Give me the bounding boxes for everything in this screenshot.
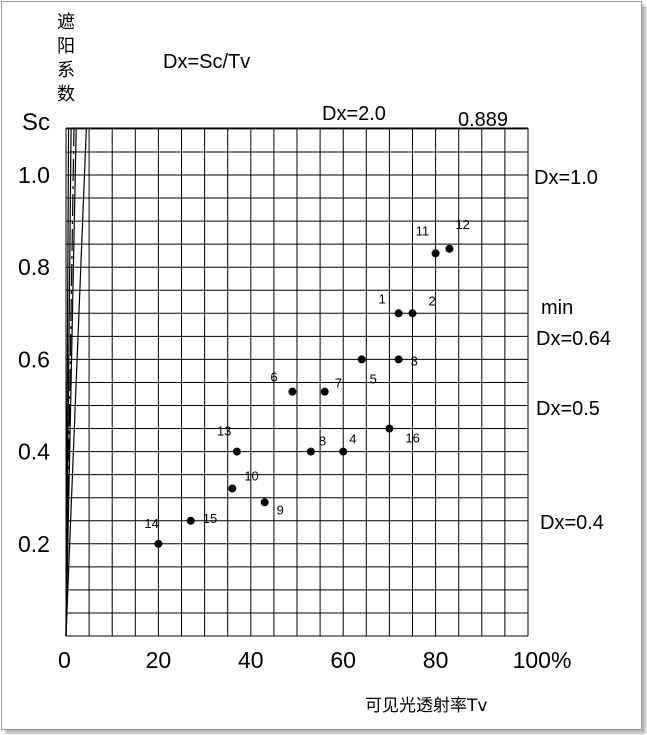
- ratio-lines: Dx=2.0 Dx=1.0 Dx=0.64 Dx=0.5 Dx=0.4: [65, 103, 611, 637]
- y-tick-label: 0.4: [18, 439, 50, 465]
- data-point-label: 3: [411, 353, 418, 368]
- y-axis-label: Sc: [22, 109, 50, 136]
- x-tick-label: 100%: [513, 647, 572, 673]
- data-point-label: 16: [405, 431, 419, 446]
- data-point-label: 10: [244, 468, 258, 483]
- data-point: [288, 387, 297, 396]
- x-tick-label: 20: [146, 647, 172, 673]
- data-point: [408, 309, 417, 318]
- y-axis-label-cn-3: 系: [57, 60, 75, 81]
- data-point-label: 5: [370, 371, 377, 386]
- ratio-line-label: Dx=2.0: [322, 103, 386, 125]
- data-point-label: 1: [379, 291, 386, 306]
- data-point-label: 4: [349, 432, 356, 447]
- x-tick-label: 0: [58, 647, 71, 673]
- data-point: [306, 447, 315, 456]
- data-point-label: 12: [455, 217, 469, 232]
- data-point: [394, 309, 403, 318]
- data-point-label: 9: [277, 502, 284, 517]
- data-point-label: 7: [335, 376, 342, 391]
- tick-labels: 0 20 40 60 80 100% 0.2 0.4 0.6 0.8 1.0: [18, 162, 571, 673]
- x-tick-label: 40: [238, 647, 264, 673]
- min-label: min: [541, 297, 573, 319]
- top-right-value: 0.889: [458, 109, 508, 131]
- data-point-label: 13: [217, 424, 231, 439]
- chart-title: Dx=Sc/Tv: [163, 51, 250, 73]
- y-axis-label-cn-1: 遮: [57, 12, 75, 33]
- y-tick-label: 0.8: [18, 254, 50, 280]
- data-point: [445, 244, 454, 253]
- data-point-label: 15: [203, 511, 217, 526]
- x-axis-label: 可见光透射率Tv: [365, 696, 487, 716]
- data-point-label: 2: [429, 293, 436, 308]
- data-point: [385, 424, 394, 433]
- data-point: [339, 447, 348, 456]
- y-tick-label: 1.0: [18, 162, 50, 188]
- data-point: [228, 484, 237, 493]
- ratio-line: [65, 127, 87, 637]
- data-point: [260, 498, 269, 507]
- data-point: [154, 539, 163, 548]
- y-axis-label-cn-2: 阳: [57, 36, 75, 57]
- data-point-label: 6: [270, 370, 277, 385]
- data-point-label: 14: [144, 516, 158, 531]
- data-point: [186, 516, 195, 525]
- data-point: [232, 447, 241, 456]
- ratio-line: [65, 127, 77, 637]
- data-point: [394, 355, 403, 364]
- x-tick-label: 80: [423, 647, 449, 673]
- data-point-label: 8: [319, 434, 326, 449]
- ratio-line-label: Dx=1.0: [534, 167, 598, 189]
- data-point: [320, 387, 329, 396]
- y-tick-label: 0.6: [18, 346, 50, 372]
- data-point-label: 11: [416, 223, 430, 238]
- grid: [65, 127, 529, 637]
- data-point: [431, 249, 440, 258]
- ratio-line-label: Dx=0.5: [536, 398, 600, 420]
- y-tick-label: 0.2: [18, 531, 50, 557]
- ratio-line-label: Dx=0.4: [540, 512, 604, 534]
- x-tick-label: 60: [330, 647, 356, 673]
- ratio-line-label: Dx=0.64: [536, 328, 611, 350]
- y-axis-label-cn-4: 数: [57, 84, 75, 105]
- data-point: [357, 355, 366, 364]
